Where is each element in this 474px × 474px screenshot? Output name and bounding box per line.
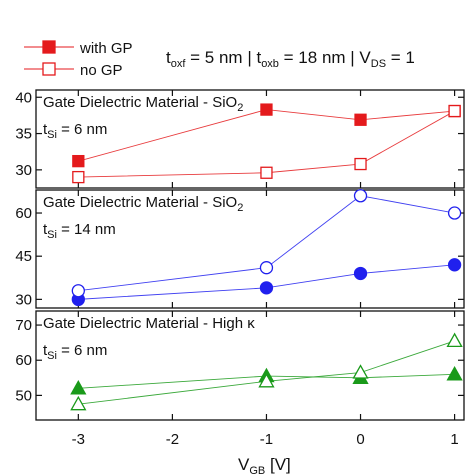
legend-label-with-gp: with GP xyxy=(79,40,133,57)
data-point-no-gp xyxy=(353,189,368,203)
y-tick-label: 60 xyxy=(15,205,32,222)
data-point-with-gp xyxy=(446,365,463,381)
data-point-no-gp xyxy=(72,170,85,184)
legend-marker-with-gp xyxy=(42,40,56,54)
legend-label-no-gp: no GP xyxy=(80,62,123,79)
data-point-no-gp xyxy=(258,372,275,388)
data-point-no-gp xyxy=(354,157,367,171)
cond-oxb-sub: oxb xyxy=(261,58,279,70)
data-point-no-gp xyxy=(70,395,87,411)
cond-vds-sub: DS xyxy=(371,58,386,70)
legend: with GP no GP xyxy=(24,40,133,79)
data-point-no-gp xyxy=(446,332,463,348)
panel-frame xyxy=(35,310,465,421)
y-tick-label: 45 xyxy=(15,248,32,265)
cond-oxf-value: = 5 nm | xyxy=(185,48,256,67)
series-line-no-gp xyxy=(78,195,455,292)
legend-marker-no-gp xyxy=(42,62,56,76)
x-tick-label: -1 xyxy=(260,431,273,448)
data-point-with-gp xyxy=(72,154,85,168)
x-tick-label: 1 xyxy=(450,431,458,448)
data-point-with-gp xyxy=(70,380,87,395)
y-tick-label: 30 xyxy=(15,162,32,179)
data-point-no-gp xyxy=(259,261,274,275)
x-tick-label: 0 xyxy=(356,431,364,448)
panel-title: Gate Dielectric Material - High κ xyxy=(43,315,255,332)
data-point-no-gp xyxy=(352,364,369,379)
y-tick-label: 50 xyxy=(15,387,32,404)
y-tick-label: 30 xyxy=(15,291,32,308)
data-point-no-gp xyxy=(447,206,462,220)
x-axis-label-unit: [V] xyxy=(265,455,291,474)
panel-1: 30 35 40 Gate Dielectric Material - SiO2 tSi… xyxy=(15,89,465,189)
panel-frame xyxy=(35,189,465,309)
y-tick-label: 40 xyxy=(15,89,32,106)
x-tick-label: -3 xyxy=(72,431,85,448)
x-axis-label-main: V xyxy=(238,455,250,474)
panel-tsi: tSi = 6 nm xyxy=(43,342,107,362)
data-point-with-gp xyxy=(353,266,368,281)
panels: 30 35 40 Gate Dielectric Material - SiO2 tSi… xyxy=(15,89,465,421)
panel-tsi: tSi = 14 nm xyxy=(43,221,116,241)
data-point-no-gp xyxy=(71,284,85,298)
data-point-with-gp xyxy=(260,103,273,116)
panel-title: Gate Dielectric Material - SiO2 xyxy=(43,194,243,214)
data-point-with-gp xyxy=(354,113,367,126)
series-line-no-gp xyxy=(78,110,455,178)
x-axis-label-sub: GB xyxy=(249,465,265,474)
series-line-with-gp xyxy=(78,109,455,162)
y-tick-label: 60 xyxy=(15,352,32,369)
x-axis-label: VGB [V] xyxy=(238,455,291,474)
panel-3: 50 60 70 Gate Dielectric Material - High κ t… xyxy=(15,310,465,421)
x-tick-label: -2 xyxy=(166,431,179,448)
y-tick-label: 35 xyxy=(15,126,32,143)
x-axis: -3 -2 -1 0 1 xyxy=(72,431,459,448)
cond-oxf-sub: oxf xyxy=(171,58,187,70)
series-line-with-gp xyxy=(78,264,455,300)
cond-oxf-symbol: t xyxy=(166,48,171,67)
cond-oxb-value: = 18 nm | xyxy=(279,48,359,67)
panel-2: 30 45 60 Gate Dielectric Material - SiO2 tSi… xyxy=(15,189,465,309)
legend-entry-no-gp: no GP xyxy=(24,62,123,79)
cond-vds-symbol: V xyxy=(359,48,371,67)
data-point-no-gp xyxy=(448,104,461,118)
y-tick-label: 70 xyxy=(15,317,32,334)
cond-vds-value: = 1 xyxy=(386,48,415,67)
series-line-no-gp xyxy=(78,340,455,405)
panel-frame xyxy=(35,89,465,189)
conditions-text: toxf = 5 nm | toxb = 18 nm | VDS = 1 xyxy=(166,48,415,70)
data-point-with-gp xyxy=(447,258,462,272)
cond-oxb-symbol: t xyxy=(256,48,261,67)
panel-title: Gate Dielectric Material - SiO2 xyxy=(43,94,243,114)
legend-entry-with-gp: with GP xyxy=(24,40,133,57)
data-point-with-gp xyxy=(259,281,274,295)
data-point-no-gp xyxy=(260,166,273,179)
panel-tsi: tSi = 6 nm xyxy=(43,121,107,141)
